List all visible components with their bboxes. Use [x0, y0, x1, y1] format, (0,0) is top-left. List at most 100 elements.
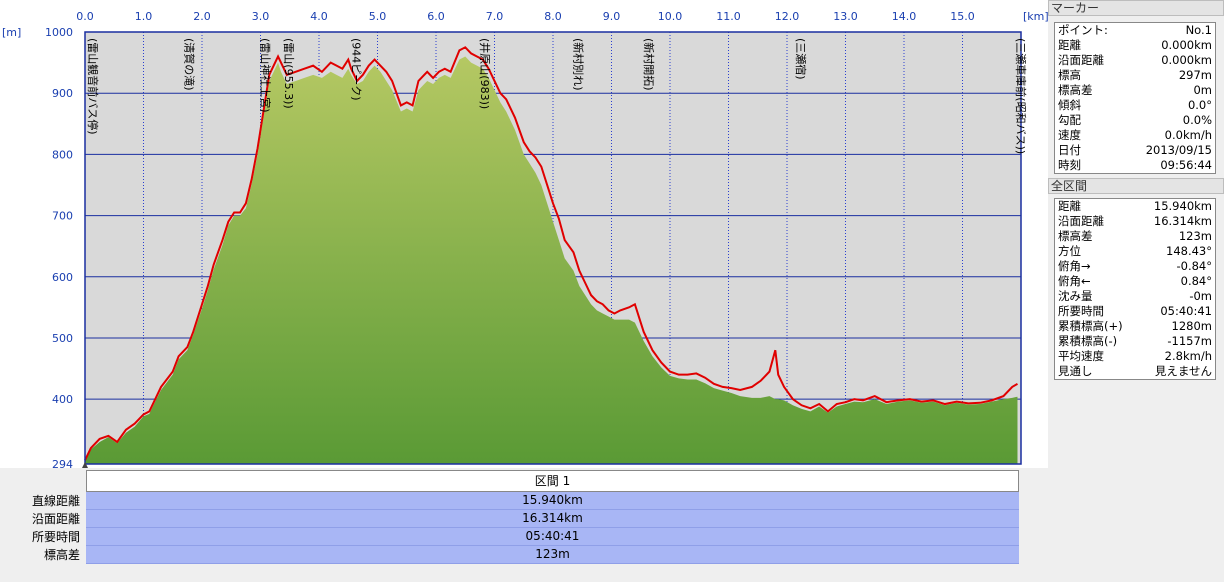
summary-row: 沿面距離 16.314km: [0, 510, 1048, 528]
info-row: 俯角→ -0.84°: [1055, 259, 1215, 274]
place-label: (新村別れ): [572, 38, 586, 91]
info-row: 勾配 0.0%: [1055, 113, 1215, 128]
section-title[interactable]: 区間 1: [86, 470, 1019, 492]
x-tick-label: 4.0: [310, 10, 328, 23]
info-row: 距離 0.000km: [1055, 38, 1215, 53]
info-key: 沿面距離: [1058, 53, 1104, 67]
x-tick-label: 12.0: [775, 10, 800, 23]
summary-row: 標高差 123m: [0, 546, 1048, 564]
info-key: 方位: [1058, 244, 1081, 258]
summary-label: 標高差: [43, 548, 80, 562]
x-tick-label: 7.0: [486, 10, 504, 23]
y-tick-label: 600: [52, 271, 73, 284]
info-row: 累積標高(+) 1280m: [1055, 319, 1215, 334]
info-value: 0.000km: [1161, 53, 1212, 67]
info-value: 15.940km: [1153, 199, 1212, 213]
place-label: (井原山(983)): [478, 38, 492, 109]
x-tick-label: 14.0: [892, 10, 917, 23]
section-summary: 区間 1 直線距離 15.940km 沿面距離 16.314km 所要時間 05…: [0, 468, 1048, 582]
summary-row: 直線距離 15.940km: [0, 492, 1048, 510]
info-row: 標高差 123m: [1055, 229, 1215, 244]
place-label: (三瀬宿): [794, 38, 808, 80]
elevation-chart[interactable]: 0.0 1.0 2.0 3.0 4.0 5.0 6.0 7.0 8.0 9.0 10.0 11.0 12…: [0, 0, 1048, 470]
summary-value: 15.940km: [86, 492, 1019, 510]
info-value: No.1: [1185, 23, 1212, 37]
info-value: 16.314km: [1153, 214, 1212, 228]
elevation-line: [84, 46, 1018, 461]
place-label: (新村開拓): [642, 38, 656, 91]
x-unit-label: [km]: [1023, 10, 1048, 23]
info-row: 時刻 09:56:44: [1055, 158, 1215, 173]
info-key: 距離: [1058, 199, 1081, 213]
summary-label: 所要時間: [31, 530, 80, 544]
info-key: 標高差: [1058, 83, 1093, 97]
summary-label: 沿面距離: [31, 512, 80, 526]
y-axis-ticks: 1000 900 800 700 600 500 400 294: [45, 26, 73, 470]
info-row: ポイント: No.1: [1055, 23, 1215, 38]
plot-border: [84, 31, 1022, 465]
info-value: -0m: [1189, 289, 1212, 303]
x-tick-label: 3.0: [252, 10, 270, 23]
y-unit-label: [m]: [2, 26, 21, 39]
info-value: 09:56:44: [1160, 158, 1212, 172]
info-key: 俯角←: [1058, 274, 1091, 288]
place-label: (清賀の滝): [183, 38, 196, 91]
x-tick-label: 5.0: [369, 10, 387, 23]
x-tick-label: 8.0: [544, 10, 562, 23]
info-value: 297m: [1178, 68, 1212, 82]
info-key: 傾斜: [1058, 98, 1081, 112]
info-key: 累積標高(-): [1058, 334, 1118, 348]
info-key: 速度: [1058, 128, 1081, 142]
summary-value: 05:40:41: [86, 528, 1019, 546]
info-key: 俯角→: [1058, 259, 1091, 273]
x-tick-label: 13.0: [833, 10, 858, 23]
place-label: (944ピーク): [349, 38, 362, 101]
x-tick-label: 9.0: [603, 10, 621, 23]
y-tick-label: 400: [52, 393, 73, 406]
summary-value: 16.314km: [86, 510, 1019, 528]
info-key: 平均速度: [1058, 349, 1104, 363]
info-row: 累積標高(-) -1157m: [1055, 334, 1215, 349]
info-row: 標高差 0m: [1055, 83, 1215, 98]
x-tick-label: 2.0: [193, 10, 211, 23]
section-info-box: 距離 15.940km 沿面距離 16.314km 標高差 123m 方位 148.43° 俯角…: [1054, 198, 1216, 380]
info-row: 見通し 見えません: [1055, 364, 1215, 379]
place-label: (雷山(955.3)): [282, 38, 295, 109]
info-value: 見えません: [1154, 364, 1212, 378]
section-panel-title: 全区間: [1048, 178, 1224, 194]
info-row: 日付 2013/09/15: [1055, 143, 1215, 158]
terrain-area: [85, 56, 1018, 464]
x-tick-label: 11.0: [716, 10, 741, 23]
info-key: 累積標高(+): [1058, 319, 1123, 333]
x-tick-label: 0.0: [76, 10, 94, 23]
info-key: 時刻: [1058, 158, 1081, 172]
info-row: 傾斜 0.0°: [1055, 98, 1215, 113]
info-value: -1157m: [1167, 334, 1212, 348]
grid-lines: [85, 32, 1021, 464]
info-value: 2.8km/h: [1164, 349, 1212, 363]
info-value: 123m: [1178, 229, 1212, 243]
info-value: 148.43°: [1166, 244, 1212, 258]
y-tick-label: 700: [52, 210, 73, 223]
x-tick-label: 6.0: [427, 10, 445, 23]
info-value: 0.0%: [1182, 113, 1212, 127]
x-tick-label: 1.0: [135, 10, 153, 23]
place-annotations: (雷山観音前バス停) (清賀の滝) (雷山神社上宮) (雷山(955.3)) (944ピ…: [86, 38, 1028, 154]
info-value: 2013/09/15: [1145, 143, 1212, 157]
info-key: 沿面距離: [1058, 214, 1104, 228]
info-key: 距離: [1058, 38, 1081, 52]
y-tick-label: 800: [52, 148, 73, 161]
info-key: 標高差: [1058, 229, 1093, 243]
x-axis-ticks: 0.0 1.0 2.0 3.0 4.0 5.0 6.0 7.0 8.0 9.0 10.0 11.0 12…: [76, 10, 975, 23]
info-panel: マーカー ポイント: No.1 距離 0.000km 沿面距離 0.000km 標高 297m…: [1048, 0, 1224, 582]
place-label: (三瀬車庫前(昭和バス)): [1014, 38, 1028, 154]
info-key: 標高: [1058, 68, 1081, 82]
y-tick-label: 294: [52, 458, 73, 470]
info-value: 0.000km: [1161, 38, 1212, 52]
info-value: 1280m: [1171, 319, 1212, 333]
summary-row: 所要時間 05:40:41: [0, 528, 1048, 546]
place-label: (雷山神社上宮): [259, 38, 273, 113]
info-row: 距離 15.940km: [1055, 199, 1215, 214]
info-value: 0.84°: [1180, 274, 1212, 288]
info-key: 勾配: [1058, 113, 1081, 127]
